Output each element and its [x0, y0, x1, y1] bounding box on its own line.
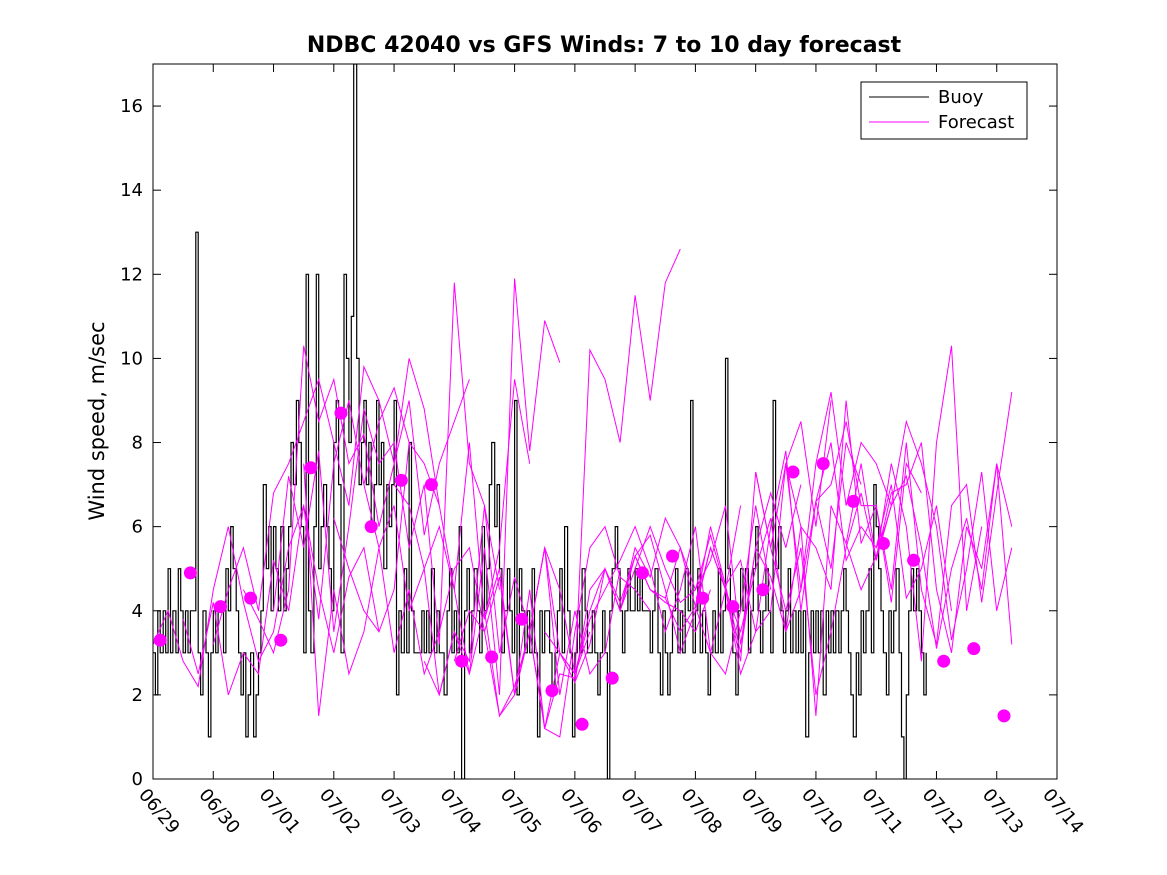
forecast-line-20 [755, 345, 983, 696]
forecast-point [394, 473, 408, 487]
forecast-point [967, 642, 981, 656]
y-tick-label: 0 [132, 769, 143, 790]
x-tick-label: 06/29 [134, 785, 183, 838]
forecast-line-13 [544, 505, 772, 676]
forecast-point [726, 600, 740, 614]
forecast-line-10 [453, 248, 681, 729]
forecast-line-16 [634, 442, 862, 676]
y-tick-label: 8 [132, 433, 143, 454]
forecast-point [997, 709, 1011, 723]
forecast-points [153, 406, 1011, 731]
forecast-point [455, 654, 469, 668]
x-tick-label: 07/04 [436, 785, 485, 838]
forecast-line-3 [242, 345, 470, 655]
forecast-line-6 [333, 278, 561, 695]
x-tick-label: 07/09 [737, 785, 786, 838]
plot-frame [152, 63, 1058, 780]
x-tick-label: 07/14 [1038, 785, 1087, 838]
forecast-line-7 [363, 484, 591, 696]
y-axis-label: Wind speed, m/sec [85, 321, 109, 520]
forecast-point [153, 633, 167, 647]
forecast-line-22 [815, 392, 1013, 645]
forecast-point [364, 520, 378, 534]
x-tick-label: 06/30 [194, 785, 243, 838]
forecast-point [696, 591, 710, 605]
forecast-point [183, 566, 197, 580]
x-tick-label: 07/11 [857, 785, 906, 838]
y-tick-label: 10 [120, 348, 143, 369]
forecast-line-4 [273, 282, 500, 645]
forecast-point [876, 537, 890, 550]
forecast-point [334, 406, 348, 420]
forecast-line-24 [875, 442, 1013, 653]
forecast-point [937, 654, 951, 668]
forecast-point [274, 633, 288, 647]
legend-forecast-label: Forecast [938, 112, 1014, 133]
forecast-point [515, 612, 529, 626]
forecast-line-19 [725, 442, 952, 634]
y-tick-label: 2 [132, 685, 143, 706]
y-tick-label: 12 [120, 264, 143, 285]
forecast-series [153, 248, 1013, 738]
forecast-point [424, 478, 438, 492]
forecast-point [214, 600, 227, 614]
forecast-line-21 [785, 463, 1013, 716]
y-axis: 0 2 4 6 8 10 12 14 16 [120, 96, 1057, 790]
y-tick-label: 6 [132, 517, 143, 538]
forecast-line-12 [514, 505, 742, 687]
x-tick-label: 07/01 [255, 785, 304, 838]
forecast-point [605, 671, 619, 685]
forecast-point [756, 583, 770, 597]
forecast-line-18 [694, 400, 922, 653]
x-tick-label: 07/12 [918, 785, 967, 838]
y-tick-label: 14 [120, 180, 143, 201]
forecast-point [304, 461, 318, 475]
chart-title: NDBC 42040 vs GFS Winds: 7 to 10 day for… [307, 33, 902, 58]
y-tick-label: 4 [132, 601, 143, 622]
legend: Buoy Forecast [860, 81, 1028, 140]
x-tick-label: 07/13 [978, 785, 1027, 838]
forecast-line-11 [484, 554, 711, 729]
x-tick-label: 07/06 [556, 785, 605, 838]
legend-box [860, 81, 1028, 140]
forecast-point [907, 553, 921, 567]
forecast-point [666, 549, 679, 563]
forecast-point [545, 684, 559, 698]
forecast-point [485, 650, 499, 664]
buoy-series [153, 64, 927, 779]
x-tick-label: 07/07 [616, 785, 665, 838]
buoy-line [153, 64, 927, 779]
x-tick-label: 07/03 [375, 785, 424, 838]
forecast-point [846, 494, 860, 508]
forecast-point [635, 566, 649, 580]
forecast-line-5 [303, 379, 531, 716]
forecast-line-0 [153, 503, 380, 688]
forecast-point [816, 457, 830, 471]
forecast-line-1 [182, 386, 410, 696]
forecast-line-23 [845, 419, 1013, 641]
forecast-point [244, 591, 258, 605]
x-axis: 06/29 06/30 07/01 07/02 07/03 07/04 07/05 07/06… [134, 64, 1088, 838]
forecast-point [786, 465, 800, 479]
forecast-line-2 [212, 358, 440, 645]
x-tick-label: 07/02 [315, 785, 364, 838]
forecast-line-17 [664, 391, 892, 655]
x-tick-label: 07/08 [677, 785, 726, 838]
x-tick-label: 07/10 [797, 785, 846, 838]
forecast-point [575, 717, 589, 731]
y-tick-label: 16 [120, 96, 143, 117]
x-tick-label: 07/05 [496, 785, 545, 838]
forecast-line-14 [574, 484, 802, 683]
legend-buoy-label: Buoy [938, 87, 984, 108]
